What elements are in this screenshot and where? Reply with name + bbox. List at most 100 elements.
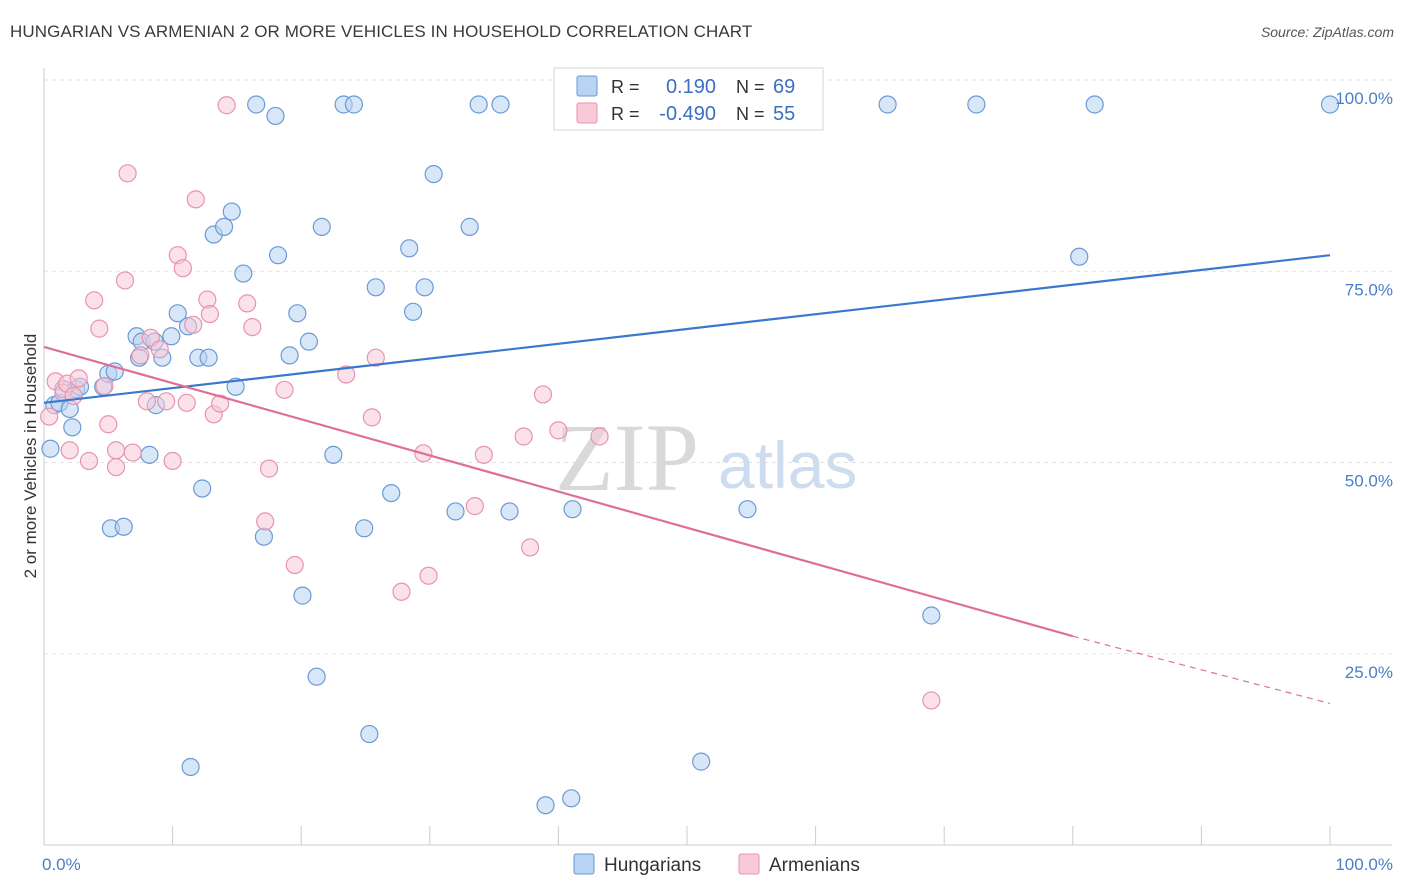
hungarian-point-32 (247, 95, 266, 114)
hungarian-point-46 (360, 724, 379, 744)
armenian-point-40 (362, 408, 382, 427)
y-tick-label-2: 75.0% (1345, 280, 1393, 299)
armenian-point-34 (243, 317, 262, 337)
hungarian-point-33 (254, 527, 274, 546)
armenian-point-49 (533, 385, 553, 404)
hungarian-point-34 (266, 106, 285, 126)
armenian-point-37 (275, 380, 294, 399)
armenians-trend-line-extension (1072, 635, 1331, 705)
armenian-point-4 (60, 441, 79, 460)
armenian-point-32 (217, 96, 236, 115)
hungarian-point-56 (491, 95, 510, 114)
bottom-swatch-hungarians[interactable] (573, 853, 595, 875)
hungarian-point-23 (181, 757, 200, 777)
armenian-point-22 (163, 451, 182, 471)
armenian-point-18 (137, 392, 156, 411)
armenian-point-41 (366, 348, 385, 367)
legend-r-label-2: R = (611, 104, 640, 124)
armenian-point-35 (256, 512, 275, 531)
watermark: ZIP atlas (555, 404, 857, 511)
armenian-point-9 (90, 319, 109, 338)
hungarian-point-67 (1070, 247, 1089, 266)
hungarian-point-30 (226, 377, 245, 396)
armenian-point-6 (69, 369, 88, 388)
armenian-point-16 (123, 443, 142, 462)
bottom-label-hungarians[interactable]: Hungarians (604, 855, 701, 876)
armenian-point-25 (177, 393, 196, 412)
hungarian-point-42 (324, 445, 343, 464)
y-tick-label-3: 100.0% (1335, 89, 1393, 108)
armenian-point-47 (514, 427, 533, 446)
axes (43, 68, 1392, 846)
armenian-point-46 (474, 445, 493, 464)
bottom-swatch-armenians[interactable] (738, 853, 760, 875)
chart-title: HUNGARIAN VS ARMENIAN 2 OR MORE VEHICLES… (10, 22, 753, 41)
legend-n-value-2: 55 (773, 103, 795, 125)
hungarian-point-41 (312, 217, 331, 236)
armenian-point-0 (40, 407, 59, 426)
armenian-point-42 (392, 582, 411, 601)
legend-swatch-armenians (576, 102, 598, 124)
hungarian-point-59 (562, 789, 581, 808)
armenian-point-48 (521, 538, 540, 557)
hungarian-point-45 (355, 519, 374, 538)
armenian-point-26 (184, 315, 203, 334)
legend-n-label-2: N = (736, 104, 765, 124)
hungarian-point-39 (299, 332, 319, 351)
hungarian-point-0 (41, 439, 60, 458)
armenian-point-45 (465, 497, 484, 516)
y-tick-label-1: 50.0% (1345, 472, 1393, 491)
armenian-point-21 (157, 392, 176, 411)
x-tick-labels: 0.0% 100.0% (42, 855, 1393, 874)
hungarian-point-69 (1320, 95, 1340, 114)
hungarian-point-61 (692, 752, 711, 771)
hungarian-point-36 (280, 346, 299, 365)
hungarian-point-38 (293, 586, 312, 605)
hungarian-point-44 (344, 95, 364, 114)
armenian-point-51 (590, 427, 609, 446)
hungarian-point-68 (1085, 95, 1104, 114)
bottom-label-armenians[interactable]: Armenians (769, 855, 860, 876)
armenian-point-12 (106, 441, 126, 460)
legend-r-value-2: -0.490 (659, 103, 716, 125)
armenian-point-27 (186, 190, 205, 209)
y-axis-label: 2 or more Vehicles in Household (21, 334, 40, 579)
armenians-trend-line (43, 345, 1074, 638)
hungarian-point-48 (382, 484, 401, 503)
y-tick-label-0: 25.0% (1345, 663, 1393, 682)
hungarian-point-60 (563, 500, 582, 519)
armenian-point-36 (259, 459, 279, 478)
hungarian-point-40 (307, 667, 326, 686)
hungarian-point-62 (738, 500, 757, 519)
armenian-point-7 (79, 451, 99, 471)
x-tick-label-1: 100.0% (1335, 855, 1393, 874)
armenians-points (40, 96, 941, 710)
hungarian-point-28 (214, 217, 234, 236)
legend-r-value-1: 0.190 (666, 76, 716, 98)
hungarian-point-53 (446, 502, 465, 521)
hungarian-point-31 (234, 264, 253, 283)
legend-r-label-1: R = (611, 77, 640, 97)
hungarian-point-54 (460, 217, 479, 236)
hungarian-point-57 (500, 502, 519, 521)
armenian-point-11 (99, 415, 118, 434)
hungarian-point-25 (193, 479, 212, 498)
armenian-point-29 (200, 304, 219, 324)
hungarians-points (41, 95, 1340, 815)
hungarian-point-65 (922, 606, 941, 625)
source-label: Source: ZipAtlas.com (1260, 24, 1394, 40)
armenian-point-10 (95, 376, 114, 396)
hungarian-point-66 (967, 95, 986, 114)
legend-swatch-hungarians (576, 75, 598, 97)
armenian-point-38 (285, 555, 304, 575)
watermark-atlas: atlas (718, 428, 857, 502)
hungarian-point-50 (403, 302, 423, 321)
y-tick-labels: 25.0% 50.0% 75.0% 100.0% (1335, 89, 1393, 682)
hungarians-trend-line (43, 254, 1331, 404)
stats-legend: R = 0.190 N = 69 R = -0.490 N = 55 (553, 67, 824, 131)
hungarian-point-49 (400, 239, 419, 258)
hungarian-point-47 (366, 278, 385, 297)
hungarian-point-64 (878, 95, 897, 114)
legend-n-value-1: 69 (773, 76, 795, 98)
